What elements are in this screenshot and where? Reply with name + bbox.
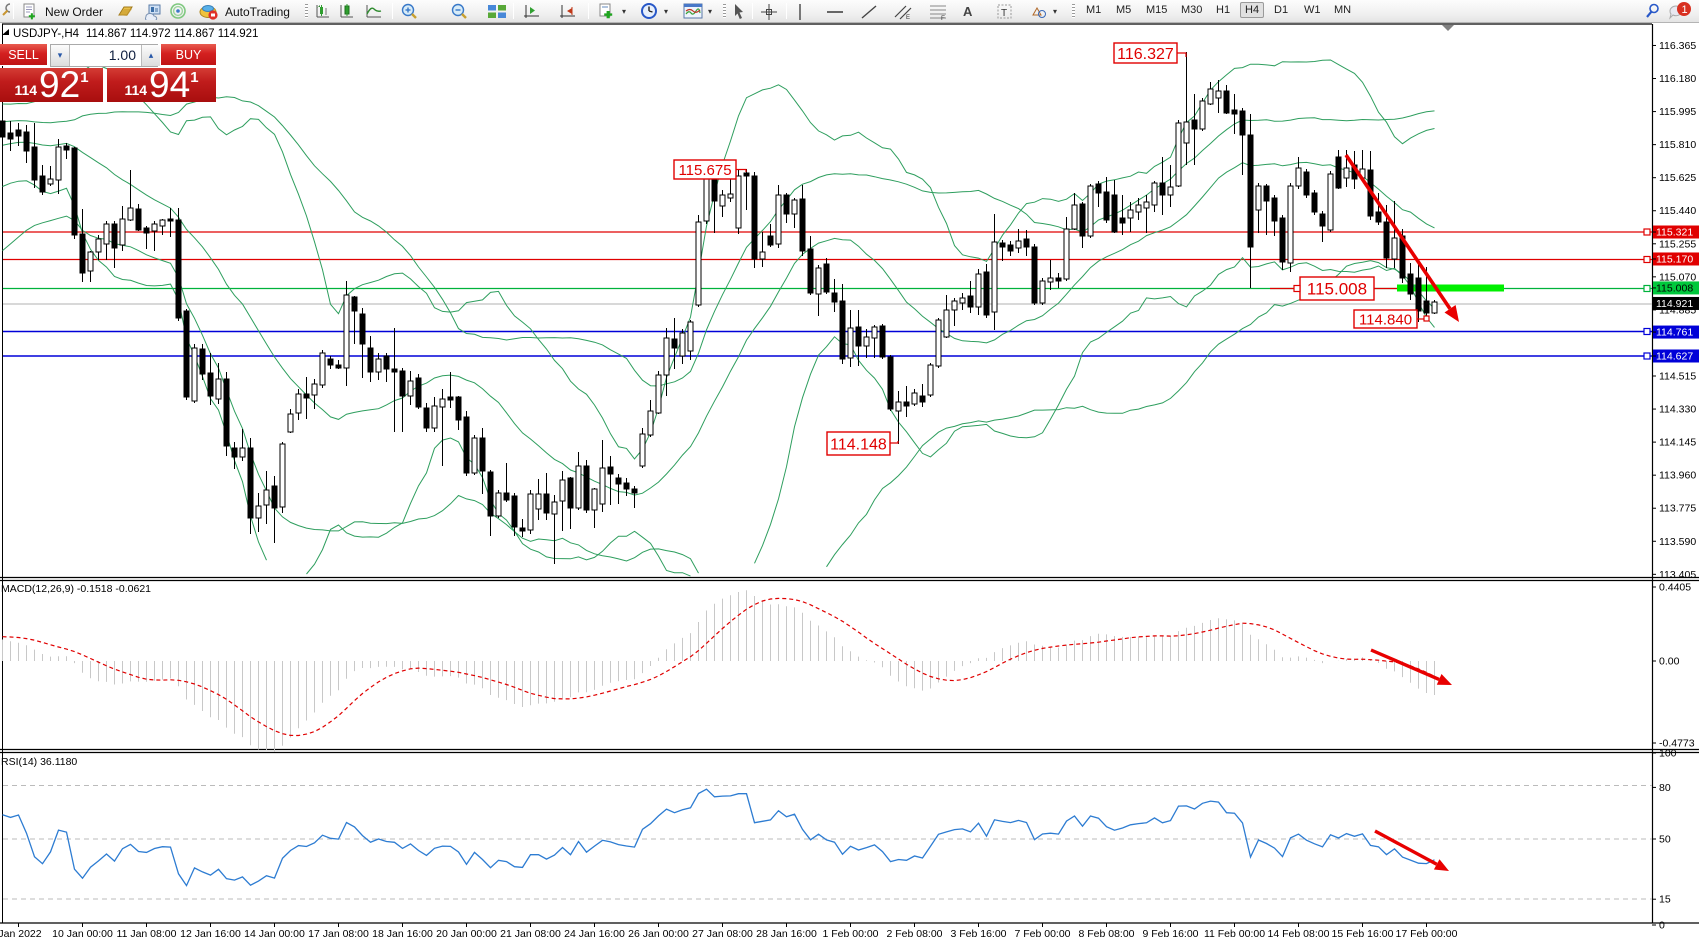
svg-text:14 Jan 00:00: 14 Jan 00:00: [244, 928, 305, 940]
svg-text:1: 1: [1682, 4, 1688, 16]
svg-text:115.321: 115.321: [1656, 227, 1693, 239]
svg-text:21 Jan 08:00: 21 Jan 08:00: [500, 928, 561, 940]
svg-text:USDJPY-,H4: USDJPY-,H4: [13, 28, 80, 40]
svg-text:11 Feb 00:00: 11 Feb 00:00: [1204, 928, 1265, 940]
svg-text:27 Jan 08:00: 27 Jan 08:00: [692, 928, 753, 940]
svg-text:116.327: 116.327: [1117, 46, 1174, 63]
svg-text:113.405: 113.405: [1659, 569, 1696, 581]
svg-text:114.148: 114.148: [830, 436, 887, 453]
svg-text:114.145: 114.145: [1659, 437, 1696, 449]
svg-text:50: 50: [1659, 834, 1671, 846]
svg-text:113.775: 113.775: [1659, 503, 1696, 515]
svg-text:115.255: 115.255: [1659, 238, 1696, 250]
svg-text:2 Feb 08:00: 2 Feb 08:00: [886, 928, 942, 940]
svg-text:12 Jan 16:00: 12 Jan 16:00: [180, 928, 241, 940]
svg-text:0.4405: 0.4405: [1659, 582, 1691, 594]
svg-text:7 Feb 00:00: 7 Feb 00:00: [1014, 928, 1070, 940]
svg-text:10 Jan 00:00: 10 Jan 00:00: [52, 928, 113, 940]
svg-text:100: 100: [1659, 748, 1677, 760]
svg-text:1 Feb 00:00: 1 Feb 00:00: [822, 928, 878, 940]
svg-text:80: 80: [1659, 782, 1671, 794]
svg-text:114.867 114.972 114.867 114.92: 114.867 114.972 114.867 114.921: [86, 28, 258, 40]
svg-text:24 Jan 16:00: 24 Jan 16:00: [564, 928, 625, 940]
svg-text:114.515: 114.515: [1659, 371, 1696, 383]
svg-text:17 Feb 00:00: 17 Feb 00:00: [1396, 928, 1458, 940]
svg-text:26 Jan 00:00: 26 Jan 00:00: [628, 928, 689, 940]
svg-text:113.960: 113.960: [1659, 470, 1696, 482]
svg-text:14 Feb 08:00: 14 Feb 08:00: [1268, 928, 1330, 940]
svg-text:114.330: 114.330: [1659, 404, 1696, 416]
svg-text:115.625: 115.625: [1659, 172, 1696, 184]
svg-text:115.070: 115.070: [1659, 271, 1696, 283]
svg-text:9 Feb 16:00: 9 Feb 16:00: [1142, 928, 1198, 940]
svg-text:T: T: [1001, 8, 1007, 19]
svg-text:11 Jan 08:00: 11 Jan 08:00: [117, 928, 177, 940]
svg-text:114.840: 114.840: [1359, 311, 1412, 328]
svg-text:18 Jan 16:00: 18 Jan 16:00: [372, 928, 433, 940]
svg-text:115.008: 115.008: [1656, 282, 1693, 294]
svg-text:28 Jan 16:00: 28 Jan 16:00: [756, 928, 817, 940]
svg-text:116.180: 116.180: [1659, 73, 1696, 85]
svg-text:15 Feb 16:00: 15 Feb 16:00: [1332, 928, 1394, 940]
svg-text:115.008: 115.008: [1307, 280, 1367, 299]
svg-text:Jan 2022: Jan 2022: [0, 928, 42, 940]
svg-text:115.995: 115.995: [1659, 106, 1696, 118]
svg-text:RSI(14) 36.1180: RSI(14) 36.1180: [1, 756, 77, 768]
svg-text:114.921: 114.921: [1656, 298, 1693, 310]
svg-text:20 Jan 00:00: 20 Jan 00:00: [436, 928, 497, 940]
svg-text:115.170: 115.170: [1656, 253, 1693, 265]
svg-text:17 Jan 08:00: 17 Jan 08:00: [308, 928, 369, 940]
svg-text:E: E: [906, 15, 910, 21]
svg-text:0.00: 0.00: [1659, 656, 1680, 668]
svg-text:115.440: 115.440: [1659, 205, 1696, 217]
svg-text:F: F: [941, 15, 945, 21]
svg-text:116.365: 116.365: [1659, 40, 1696, 52]
svg-text:15: 15: [1659, 894, 1671, 906]
svg-text:3 Feb 16:00: 3 Feb 16:00: [950, 928, 1006, 940]
svg-text:115.810: 115.810: [1659, 139, 1696, 151]
svg-text:113.590: 113.590: [1659, 536, 1696, 548]
svg-text:-0.4773: -0.4773: [1659, 738, 1695, 750]
svg-text:114.627: 114.627: [1656, 350, 1693, 362]
svg-text:115.675: 115.675: [678, 162, 731, 179]
svg-text:0: 0: [1659, 920, 1665, 932]
svg-text:8 Feb 08:00: 8 Feb 08:00: [1078, 928, 1134, 940]
svg-text:MACD(12,26,9) -0.1518 -0.0621: MACD(12,26,9) -0.1518 -0.0621: [1, 583, 151, 595]
svg-text:114.761: 114.761: [1656, 327, 1693, 339]
